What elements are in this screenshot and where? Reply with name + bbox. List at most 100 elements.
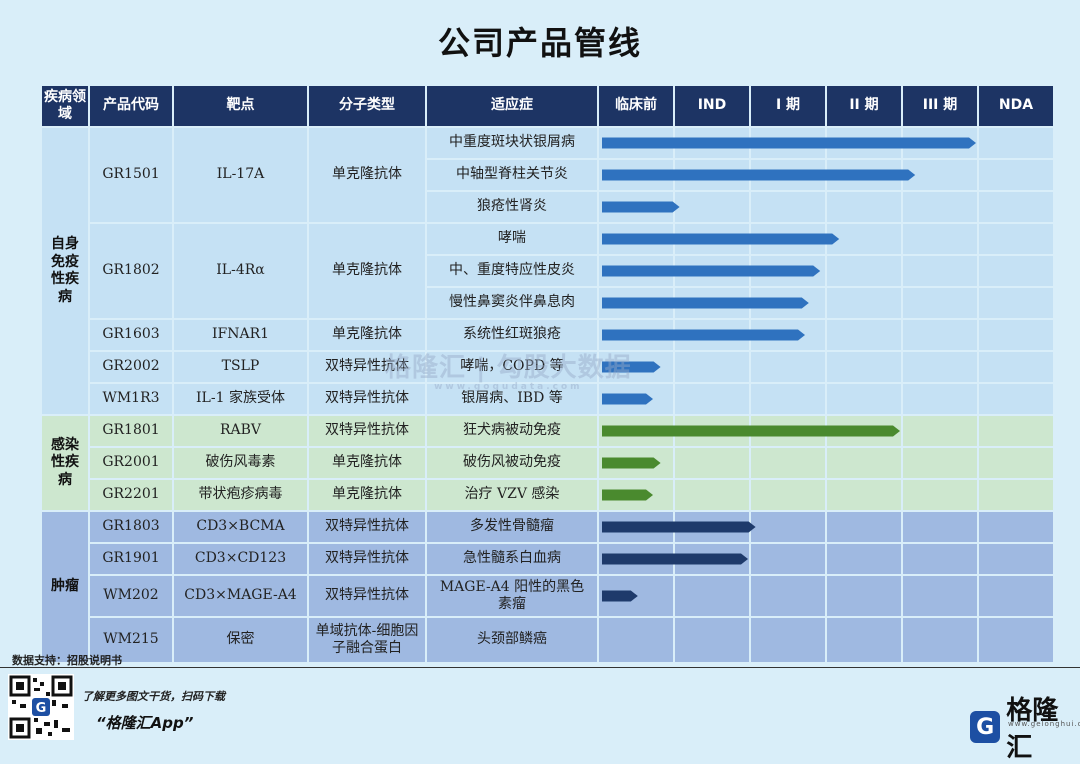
target: IL-17A	[174, 128, 307, 222]
stage-cell	[903, 256, 977, 286]
indication: 哮喘	[427, 224, 597, 254]
disease-area-cell: 自身 免疫 性疾病	[42, 128, 88, 414]
stage-cell	[675, 544, 749, 574]
stage-cell	[827, 448, 901, 478]
indication: 破伤风被动免疫	[427, 448, 597, 478]
stage-cell	[903, 416, 977, 446]
stage-cell	[599, 256, 673, 286]
stage-cell	[675, 576, 749, 616]
header-cell: NDA	[979, 86, 1053, 126]
stage-cell	[827, 320, 901, 350]
stage-cell	[675, 224, 749, 254]
stage-cell	[979, 384, 1053, 414]
stage-cell	[827, 618, 901, 662]
data-source: 数据支持：招股说明书	[12, 654, 122, 667]
product-code: GR2001	[90, 448, 172, 478]
stage-cell	[675, 256, 749, 286]
indication: 系统性红斑狼疮	[427, 320, 597, 350]
stage-cell	[979, 576, 1053, 616]
stage-cell	[903, 320, 977, 350]
header-cell: II 期	[827, 86, 901, 126]
stage-cell	[675, 416, 749, 446]
stage-cell	[675, 512, 749, 542]
stage-cell	[979, 256, 1053, 286]
molecule-type: 单域抗体-细胞因子融合蛋白	[309, 618, 425, 662]
molecule-type: 单克隆抗体	[309, 224, 425, 318]
stage-cell	[751, 256, 825, 286]
product-code: GR2201	[90, 480, 172, 510]
indication: MAGE-A4 阳性的黑色素瘤	[427, 576, 597, 616]
stage-cell	[903, 480, 977, 510]
indication: 狂犬病被动免疫	[427, 416, 597, 446]
stage-cell	[827, 224, 901, 254]
stage-cell	[827, 480, 901, 510]
stage-cell	[751, 416, 825, 446]
stage-cell	[599, 128, 673, 158]
stage-cell	[599, 512, 673, 542]
target: CD3×MAGE-A4	[174, 576, 307, 616]
molecule-type: 双特异性抗体	[309, 384, 425, 414]
stage-cell	[827, 576, 901, 616]
header-cell: 适应症	[427, 86, 597, 126]
product-code: GR1803	[90, 512, 172, 542]
page-title: 公司产品管线	[437, 24, 642, 62]
header-cell: 分子类型	[309, 86, 425, 126]
stage-cell	[903, 448, 977, 478]
stage-cell	[827, 352, 901, 382]
molecule-type: 双特异性抗体	[309, 544, 425, 574]
stage-cell	[675, 618, 749, 662]
target: 带状疱疹病毒	[174, 480, 307, 510]
stage-cell	[675, 480, 749, 510]
stage-cell	[751, 384, 825, 414]
stage-cell	[599, 224, 673, 254]
header-cell: 靶点	[174, 86, 307, 126]
indication: 狼疮性肾炎	[427, 192, 597, 222]
product-code: GR1801	[90, 416, 172, 446]
stage-cell	[903, 128, 977, 158]
stage-cell	[751, 352, 825, 382]
stage-cell	[751, 320, 825, 350]
molecule-type: 双特异性抗体	[309, 352, 425, 382]
stage-cell	[903, 160, 977, 190]
molecule-type: 单克隆抗体	[309, 320, 425, 350]
target: 保密	[174, 618, 307, 662]
stage-cell	[827, 288, 901, 318]
stage-cell	[599, 618, 673, 662]
stage-cell	[979, 544, 1053, 574]
qr-code-icon: G	[8, 674, 74, 740]
stage-cell	[903, 576, 977, 616]
stage-cell	[979, 320, 1053, 350]
disease-area-label: 自身	[51, 236, 79, 252]
header-cell: I 期	[751, 86, 825, 126]
indication: 中重度斑块状银屑病	[427, 128, 597, 158]
stage-cell	[599, 192, 673, 222]
stage-cell	[599, 160, 673, 190]
disease-area-cell: 肿瘤	[42, 512, 88, 662]
stage-cell	[979, 352, 1053, 382]
indication: 急性髓系白血病	[427, 544, 597, 574]
stage-cell	[827, 256, 901, 286]
header-cell: 疾病领域	[42, 86, 88, 126]
stage-cell	[599, 544, 673, 574]
stage-cell	[675, 352, 749, 382]
molecule-type: 双特异性抗体	[309, 416, 425, 446]
disease-area-label: 肿瘤	[51, 578, 79, 595]
stage-cell	[751, 160, 825, 190]
stage-cell	[979, 416, 1053, 446]
stage-cell	[979, 618, 1053, 662]
target: IL-4Rα	[174, 224, 307, 318]
target: IFNAR1	[174, 320, 307, 350]
logo-url: www.gelonghui.com	[1008, 720, 1080, 728]
disease-area-label: 感染	[51, 436, 79, 453]
stage-cell	[903, 512, 977, 542]
stage-cell	[599, 416, 673, 446]
stage-cell	[979, 224, 1053, 254]
product-code: GR1802	[90, 224, 172, 318]
header-cell: 临床前	[599, 86, 673, 126]
indication: 慢性鼻窦炎伴鼻息肉	[427, 288, 597, 318]
stage-cell	[903, 352, 977, 382]
disease-area-label: 性疾	[51, 271, 79, 287]
stage-cell	[751, 224, 825, 254]
product-code: WM1R3	[90, 384, 172, 414]
stage-cell	[751, 288, 825, 318]
